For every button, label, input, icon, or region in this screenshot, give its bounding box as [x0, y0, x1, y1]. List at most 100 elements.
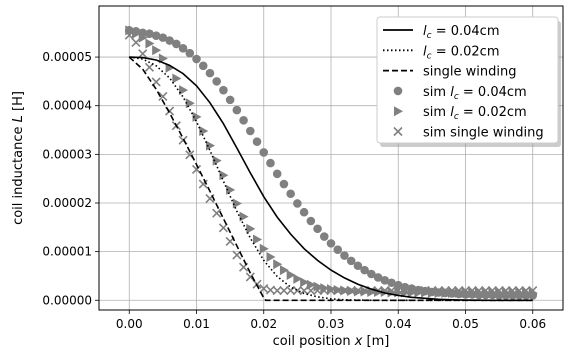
data-point [172, 73, 182, 84]
data-point [521, 285, 531, 296]
data-point [293, 273, 303, 284]
data-point [279, 285, 289, 296]
data-point [273, 259, 283, 270]
x-marker-stroke [481, 285, 491, 296]
data-point [420, 285, 430, 296]
x-marker-stroke [299, 285, 309, 296]
data-point [326, 285, 336, 296]
data-point [178, 44, 188, 53]
data-point [320, 283, 330, 294]
data-point [192, 54, 201, 64]
data-point [522, 287, 532, 298]
data-point [299, 207, 309, 217]
x-tick-label: 0.00 [116, 317, 143, 331]
data-point [441, 287, 451, 298]
x-marker-stroke [333, 285, 343, 296]
data-point [279, 265, 289, 276]
x-marker-stroke [339, 285, 350, 296]
x-marker-stroke [306, 285, 316, 296]
data-point [474, 287, 484, 298]
x-marker-stroke [393, 285, 403, 296]
data-point [259, 243, 269, 254]
x-marker-stroke [292, 285, 302, 296]
data-point [387, 278, 396, 288]
data-point [219, 85, 228, 95]
data-point [346, 285, 356, 296]
x-marker-stroke [380, 285, 390, 296]
y-tick-label: 0.00004 [42, 99, 92, 113]
x-marker-stroke [178, 135, 188, 145]
data-point [312, 285, 323, 296]
x-marker-stroke [528, 285, 538, 296]
data-point [253, 234, 263, 245]
data-point [252, 137, 262, 147]
data-point [339, 285, 350, 296]
x-marker-stroke [259, 284, 269, 294]
data-point [507, 285, 518, 296]
x-marker-stroke [427, 285, 437, 296]
data-point [427, 287, 437, 298]
x-marker-stroke [407, 285, 417, 296]
data-point [319, 232, 329, 241]
x-axis-label: coil position x [m] [273, 334, 390, 349]
x-marker-stroke [507, 285, 518, 296]
data-point [279, 179, 289, 189]
legend-entry: sim lc = 0.04cm [393, 85, 527, 102]
x-marker-stroke [158, 91, 168, 102]
series-line-dotted [129, 56, 533, 302]
data-point [373, 273, 383, 282]
legend-entry: lc = 0.04cm [383, 24, 500, 41]
y-tick-label: 0.00002 [42, 196, 92, 210]
x-tick-label: 0.06 [519, 317, 546, 331]
x-marker-stroke [487, 285, 497, 296]
data-point [293, 199, 302, 208]
data-point [427, 285, 437, 296]
data-point [407, 287, 417, 298]
data-point [226, 184, 236, 195]
data-point [145, 29, 154, 39]
data-point [199, 126, 209, 137]
data-point [299, 285, 309, 296]
y-axis-label: coil inductance L [H] [11, 91, 26, 225]
y-tick-label: 0.00000 [42, 293, 92, 307]
data-point [259, 148, 269, 157]
x-marker-stroke [467, 285, 477, 296]
x-marker-stroke [474, 285, 484, 296]
data-point [387, 287, 397, 298]
data-point [468, 287, 478, 298]
legend-entry: lc = 0.02cm [383, 44, 500, 61]
x-marker-stroke [440, 285, 450, 296]
data-point [460, 285, 471, 296]
y-tick-label: 0.00003 [42, 147, 92, 161]
data-point [393, 285, 403, 296]
x-marker-stroke [353, 285, 363, 296]
legend-label: sim single winding [423, 126, 544, 141]
data-point [448, 287, 458, 298]
data-point [380, 276, 390, 285]
data-point [286, 269, 296, 280]
data-point [400, 287, 410, 298]
x-marker-stroke [312, 285, 323, 296]
data-point [326, 239, 336, 248]
legend-label: lc = 0.02cm [423, 44, 500, 61]
data-point [138, 32, 148, 43]
x-marker-stroke [346, 285, 356, 296]
legend-entry: sim single winding [393, 126, 544, 141]
data-point [306, 216, 316, 226]
data-point [272, 285, 282, 296]
data-point [205, 140, 215, 151]
x-marker-stroke [198, 179, 208, 189]
data-point [286, 189, 295, 199]
x-marker-stroke [521, 285, 531, 296]
data-point [306, 285, 316, 296]
data-point [440, 285, 450, 296]
x-marker-stroke [191, 164, 202, 174]
grid [99, 6, 563, 310]
data-point [333, 285, 343, 296]
data-point [212, 208, 222, 218]
x-tick-label: 0.01 [183, 317, 210, 331]
x-marker-stroke [434, 285, 444, 296]
data-point [508, 287, 518, 298]
plot-series [124, 25, 538, 302]
x-marker-stroke [494, 285, 504, 296]
